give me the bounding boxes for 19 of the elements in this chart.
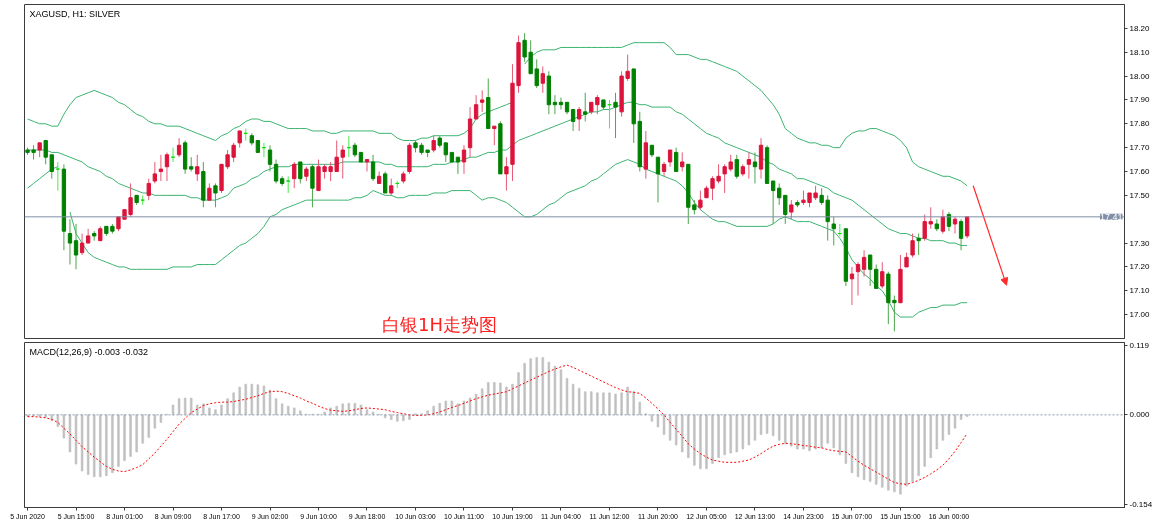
y-tick-label: 17.30 [1129,238,1151,248]
text: MACD(12,26,9) -0.003 -0.032 [29,346,149,357]
y-tick-label: 17.20 [1129,262,1151,272]
y-tick-label: 18.00 [1129,71,1151,81]
y-tick-label: 17.90 [1129,95,1151,105]
y-tick-label: 0.119 [1129,341,1150,351]
annotation: 白银1H走势图 [382,313,497,335]
y-tick-label: 17.70 [1129,143,1151,153]
y-tick-label: 17.60 [1129,167,1151,176]
ref-line-label: 17.41 [1099,211,1123,222]
chart-title: XAGUSD, H1: SILVER [29,8,121,19]
y-tick-label: 18.20 [1129,23,1151,33]
y-tick-label: 17.50 [1129,190,1151,200]
y-tick-label: 0.000 [1129,410,1151,420]
y-tick-label: 17.10 [1129,286,1151,296]
y-tick-label: 18.10 [1129,47,1151,57]
y-tick-label: 17.80 [1129,119,1151,129]
y-tick-label: -0.154 [1129,499,1153,509]
y-tick-label: 17.00 [1129,310,1151,320]
